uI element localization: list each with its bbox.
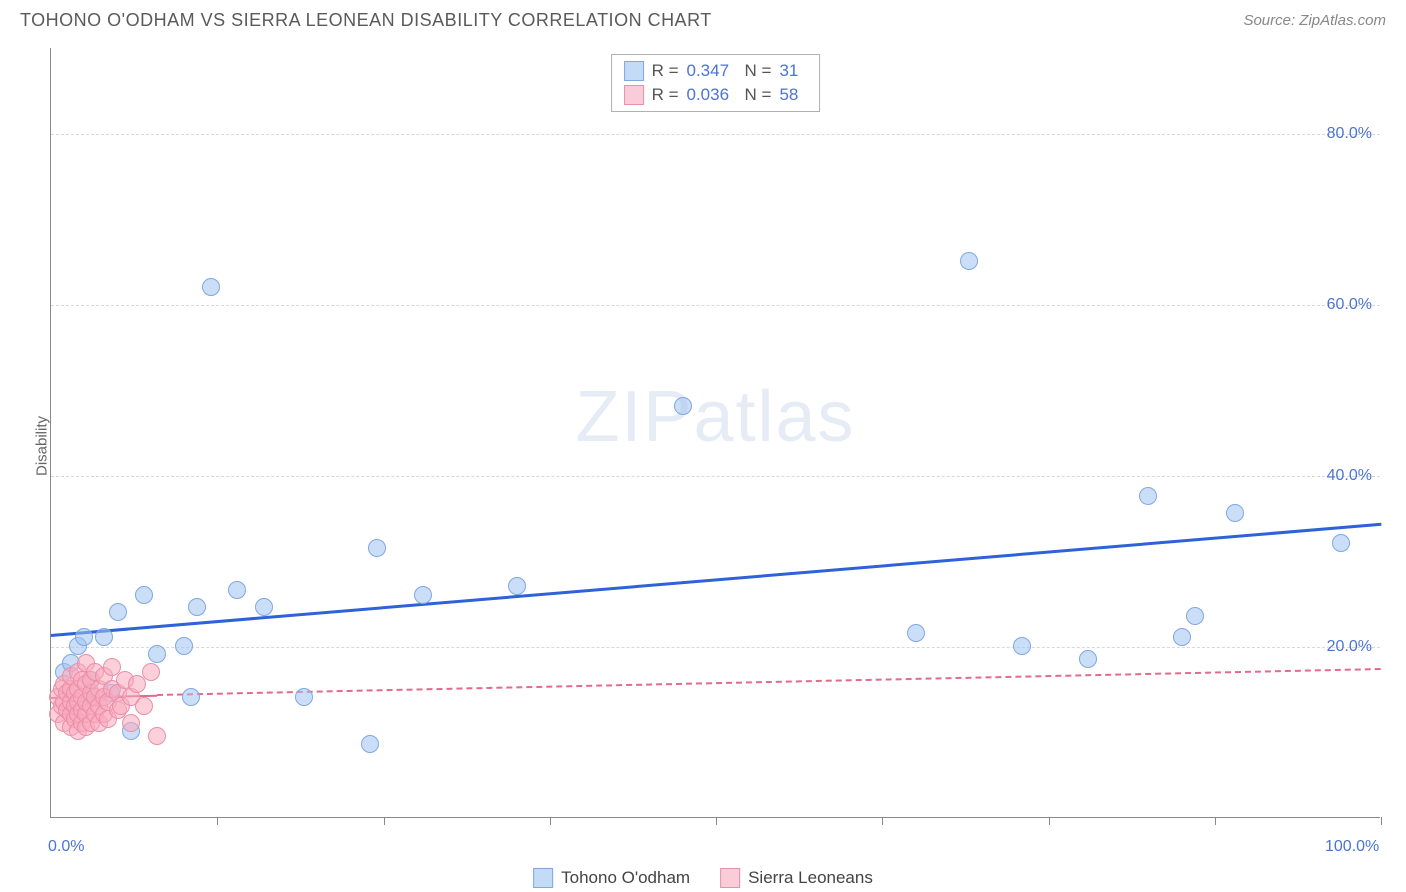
data-point xyxy=(414,586,432,604)
data-point xyxy=(1013,637,1031,655)
watermark: ZIPatlas xyxy=(575,376,855,458)
x-tick xyxy=(550,817,551,825)
data-point xyxy=(135,697,153,715)
chart-title: TOHONO O'ODHAM VS SIERRA LEONEAN DISABIL… xyxy=(20,10,712,31)
data-point xyxy=(95,628,113,646)
r-value: 0.036 xyxy=(687,85,737,105)
stats-legend-row: R = 0.036 N = 58 xyxy=(620,83,812,107)
data-point xyxy=(1139,487,1157,505)
r-value: 0.347 xyxy=(687,61,737,81)
gridline xyxy=(51,476,1380,477)
scatter-chart: ZIPatlas R = 0.347 N = 31 R = 0.036 N = 58 20.0… xyxy=(50,48,1380,818)
data-point xyxy=(361,735,379,753)
n-label: N = xyxy=(745,85,772,105)
watermark-atlas: atlas xyxy=(693,377,855,457)
legend-swatch xyxy=(624,85,644,105)
data-point xyxy=(960,252,978,270)
data-point xyxy=(109,603,127,621)
x-tick xyxy=(716,817,717,825)
y-tick-label: 60.0% xyxy=(1327,296,1372,314)
data-point xyxy=(1226,504,1244,522)
data-point xyxy=(508,577,526,595)
data-point xyxy=(182,688,200,706)
source-attribution: Source: ZipAtlas.com xyxy=(1243,12,1386,29)
y-tick-label: 40.0% xyxy=(1327,467,1372,485)
n-label: N = xyxy=(745,61,772,81)
x-tick-label: 0.0% xyxy=(48,838,84,856)
series-legend: Tohono O'odham Sierra Leoneans xyxy=(533,868,873,888)
legend-item: Tohono O'odham xyxy=(533,868,690,888)
trend-line xyxy=(51,523,1381,637)
data-point xyxy=(148,727,166,745)
data-point xyxy=(122,714,140,732)
data-point xyxy=(228,581,246,599)
data-point xyxy=(148,645,166,663)
x-tick xyxy=(384,817,385,825)
data-point xyxy=(175,637,193,655)
stats-legend-row: R = 0.347 N = 31 xyxy=(620,59,812,83)
n-value: 58 xyxy=(779,85,807,105)
data-point xyxy=(142,663,160,681)
data-point xyxy=(202,278,220,296)
chart-header: TOHONO O'ODHAM VS SIERRA LEONEAN DISABIL… xyxy=(0,0,1406,39)
data-point xyxy=(255,598,273,616)
data-point xyxy=(1079,650,1097,668)
r-label: R = xyxy=(652,85,679,105)
legend-item: Sierra Leoneans xyxy=(720,868,873,888)
x-tick xyxy=(1381,817,1382,825)
data-point xyxy=(368,539,386,557)
data-point xyxy=(674,397,692,415)
trend-line-extrapolated xyxy=(157,668,1381,696)
y-axis-label: Disability xyxy=(34,416,51,476)
data-point xyxy=(1186,607,1204,625)
y-tick-label: 80.0% xyxy=(1327,125,1372,143)
data-point xyxy=(188,598,206,616)
gridline xyxy=(51,134,1380,135)
gridline xyxy=(51,305,1380,306)
legend-swatch xyxy=(720,868,740,888)
data-point xyxy=(907,624,925,642)
x-tick xyxy=(1049,817,1050,825)
legend-swatch xyxy=(533,868,553,888)
data-point xyxy=(295,688,313,706)
gridline xyxy=(51,647,1380,648)
legend-label: Sierra Leoneans xyxy=(748,868,873,888)
legend-swatch xyxy=(624,61,644,81)
data-point xyxy=(1332,534,1350,552)
x-tick-label: 100.0% xyxy=(1325,838,1379,856)
data-point xyxy=(75,628,93,646)
r-label: R = xyxy=(652,61,679,81)
y-tick-label: 20.0% xyxy=(1327,638,1372,656)
data-point xyxy=(1173,628,1191,646)
watermark-zip: ZIP xyxy=(575,377,693,457)
x-tick xyxy=(217,817,218,825)
legend-label: Tohono O'odham xyxy=(561,868,690,888)
x-tick xyxy=(1215,817,1216,825)
data-point xyxy=(135,586,153,604)
x-tick xyxy=(882,817,883,825)
stats-legend-box: R = 0.347 N = 31 R = 0.036 N = 58 xyxy=(611,54,821,112)
n-value: 31 xyxy=(779,61,807,81)
